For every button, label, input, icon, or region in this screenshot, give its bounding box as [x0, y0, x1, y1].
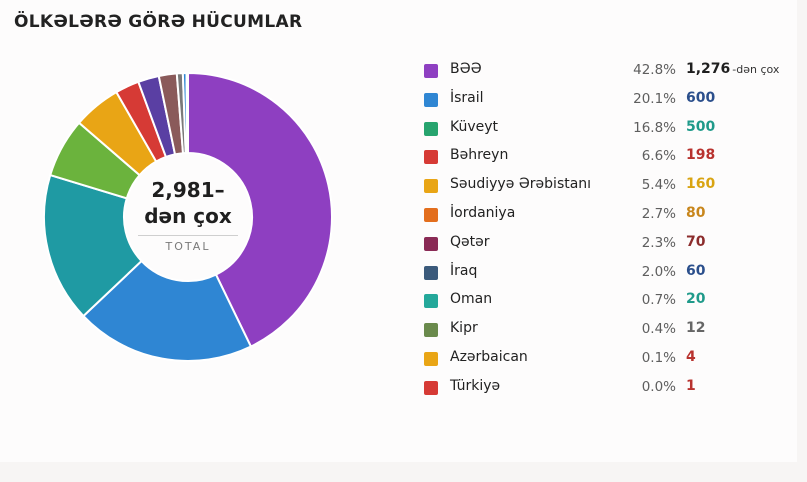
legend-swatch	[424, 121, 438, 136]
legend-row: Səudiyyə Ərəbistanı 5.4% 160	[420, 173, 795, 202]
legend: BƏƏ 42.8% 1,276 -dən çox İsrail 20.1% 600 Küvey…	[420, 58, 795, 404]
legend-swatch	[424, 179, 438, 194]
legend-label: BƏƏ	[450, 61, 482, 77]
legend-row: BƏƏ 42.8% 1,276 -dən çox	[420, 58, 795, 87]
legend-swatch	[424, 207, 438, 222]
legend-swatch	[424, 351, 438, 366]
legend-percent: 6.6%	[641, 148, 676, 165]
value-suffix: -dən çox	[732, 63, 780, 76]
slice-0	[187, 72, 333, 348]
legend-percent: 2.0%	[641, 263, 676, 280]
legend-label: Türkiyə	[450, 377, 501, 394]
legend-swatch	[424, 265, 438, 280]
legend-row: Küveyt 16.8% 500	[420, 116, 795, 145]
legend-value: 12	[686, 320, 705, 336]
total-value-line1: 2,981–	[151, 178, 225, 202]
value-label: 160	[686, 176, 716, 193]
legend-label: Kipr	[450, 320, 478, 337]
legend-row: İordaniya 2.7% 80	[420, 202, 795, 231]
legend-label: Səudiyyə Ərəbistanı	[450, 176, 592, 193]
legend-label: İsrail	[450, 89, 484, 106]
legend-percent: 2.3%	[641, 234, 676, 251]
legend-value: 198	[686, 147, 715, 163]
legend-swatch	[424, 294, 438, 309]
legend-value: 60	[686, 263, 705, 279]
total-value-line2: dən çox	[144, 204, 232, 228]
legend-percent: 0.0%	[641, 378, 676, 395]
value-label: 1	[686, 377, 696, 394]
value-label: 198	[686, 147, 716, 164]
legend-swatch	[424, 323, 438, 338]
value-label: 20	[686, 291, 706, 308]
chart-title: ÖLKƏLƏRƏ GÖRƏ HÜCUMLAR	[14, 12, 303, 32]
legend-value: 80	[686, 205, 705, 221]
slice-1	[82, 259, 253, 362]
legend-row: Kipr 0.4% 12	[420, 317, 795, 346]
legend-percent: 0.4%	[641, 321, 676, 338]
legend-value: 600	[686, 90, 715, 106]
donut-chart-area: 2,981– dən çox TOTAL	[40, 72, 336, 362]
value-label: 4	[686, 348, 696, 365]
legend-swatch	[424, 92, 438, 107]
value-label: 600	[686, 89, 716, 106]
legend-label: Bəhreyn	[450, 147, 509, 164]
legend-percent: 0.7%	[641, 292, 676, 309]
total-divider	[138, 235, 238, 236]
legend-value: 70	[686, 234, 705, 250]
legend-row: İsrail 20.1% 600	[420, 87, 795, 116]
legend-value: 20	[686, 291, 705, 307]
chart-card: ÖLKƏLƏRƏ GÖRƏ HÜCUMLAR 2,981– dən çox TO…	[14, 12, 795, 404]
total-label: TOTAL	[165, 240, 211, 253]
legend-label: İraq	[450, 262, 478, 279]
legend-percent: 42.8%	[633, 62, 676, 78]
legend-row: Bəhreyn 6.6% 198	[420, 144, 795, 173]
legend-row: Qətər 2.3% 70	[420, 231, 795, 260]
value-label: 12	[686, 320, 706, 337]
legend-label: Küveyt	[450, 118, 499, 135]
legend-percent: 20.1%	[633, 90, 676, 107]
legend-swatch	[424, 380, 438, 395]
legend-value: 1	[686, 378, 696, 394]
value-label: 500	[686, 118, 716, 135]
value-label: 70	[686, 233, 706, 250]
legend-row: İraq 2.0% 60	[420, 260, 795, 289]
legend-swatch	[424, 150, 438, 165]
value-label: 1,276	[686, 61, 731, 77]
donut-chart	[43, 72, 333, 362]
legend-value: 4	[686, 349, 696, 365]
slice-2	[43, 173, 143, 318]
legend-percent: 2.7%	[641, 205, 676, 222]
legend-value: 500	[686, 119, 715, 135]
legend-swatch	[424, 236, 438, 251]
center-total: 2,981– dən çox TOTAL	[128, 177, 248, 253]
legend-row: Oman 0.7% 20	[420, 288, 795, 317]
legend-value: 160	[686, 176, 715, 192]
value-label: 60	[686, 262, 706, 279]
legend-percent: 16.8%	[633, 119, 676, 136]
legend-label: Azərbaican	[450, 348, 528, 365]
legend-label: İordaniya	[450, 204, 516, 221]
legend-row: Türkiyə 0.0% 1	[420, 375, 795, 404]
legend-row: Azərbaican 0.1% 4	[420, 346, 795, 375]
legend-label: Qətər	[450, 233, 490, 250]
legend-percent: 0.1%	[641, 349, 676, 366]
value-label: 80	[686, 204, 706, 221]
legend-swatch	[424, 64, 438, 78]
legend-percent: 5.4%	[641, 177, 676, 194]
legend-label: Oman	[450, 291, 493, 308]
legend-value: 1,276 -dən çox	[686, 61, 779, 77]
